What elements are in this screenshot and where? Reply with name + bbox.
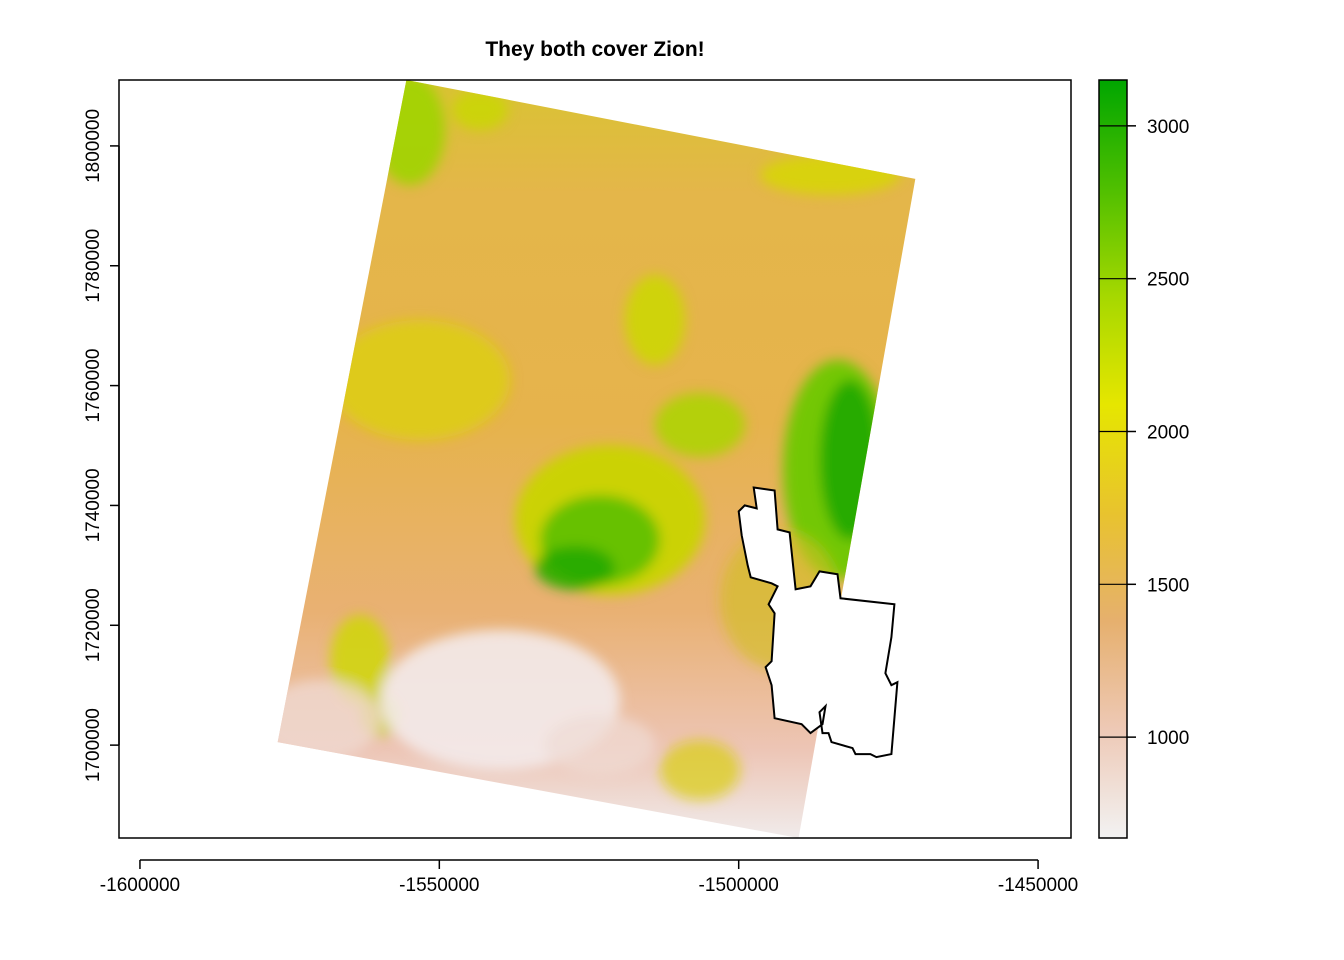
y-tick-label: 1720000 [83,588,104,662]
x-tick-label: -1450000 [998,875,1078,896]
zion-boundary [737,486,899,759]
legend-tick-label: 2500 [1147,270,1189,291]
legend-colorbar [1098,79,1128,839]
legend-tick-label: 1000 [1147,728,1189,749]
chart-title: They both cover Zion! [485,38,705,61]
y-tick-label: 1700000 [83,708,104,782]
legend-tick-label: 2000 [1147,422,1189,443]
y-tick-label: 1800000 [83,109,104,183]
x-tick-label: -1600000 [100,875,180,896]
y-axis: 1700000 1720000 1740000 1760000 1780000 18000… [83,109,120,782]
x-tick-label: -1500000 [699,875,779,896]
x-tick-label: -1550000 [399,875,479,896]
legend-tick-label: 1500 [1147,575,1189,596]
x-axis: -1600000 -1550000 -1500000 -1450000 [100,859,1078,896]
y-tick-label: 1780000 [83,229,104,303]
legend-tick-label: 3000 [1147,117,1189,138]
y-tick-label: 1740000 [83,468,104,542]
y-tick-label: 1760000 [83,349,104,423]
color-legend: 1000 1500 2000 2500 3000 [1098,79,1189,839]
